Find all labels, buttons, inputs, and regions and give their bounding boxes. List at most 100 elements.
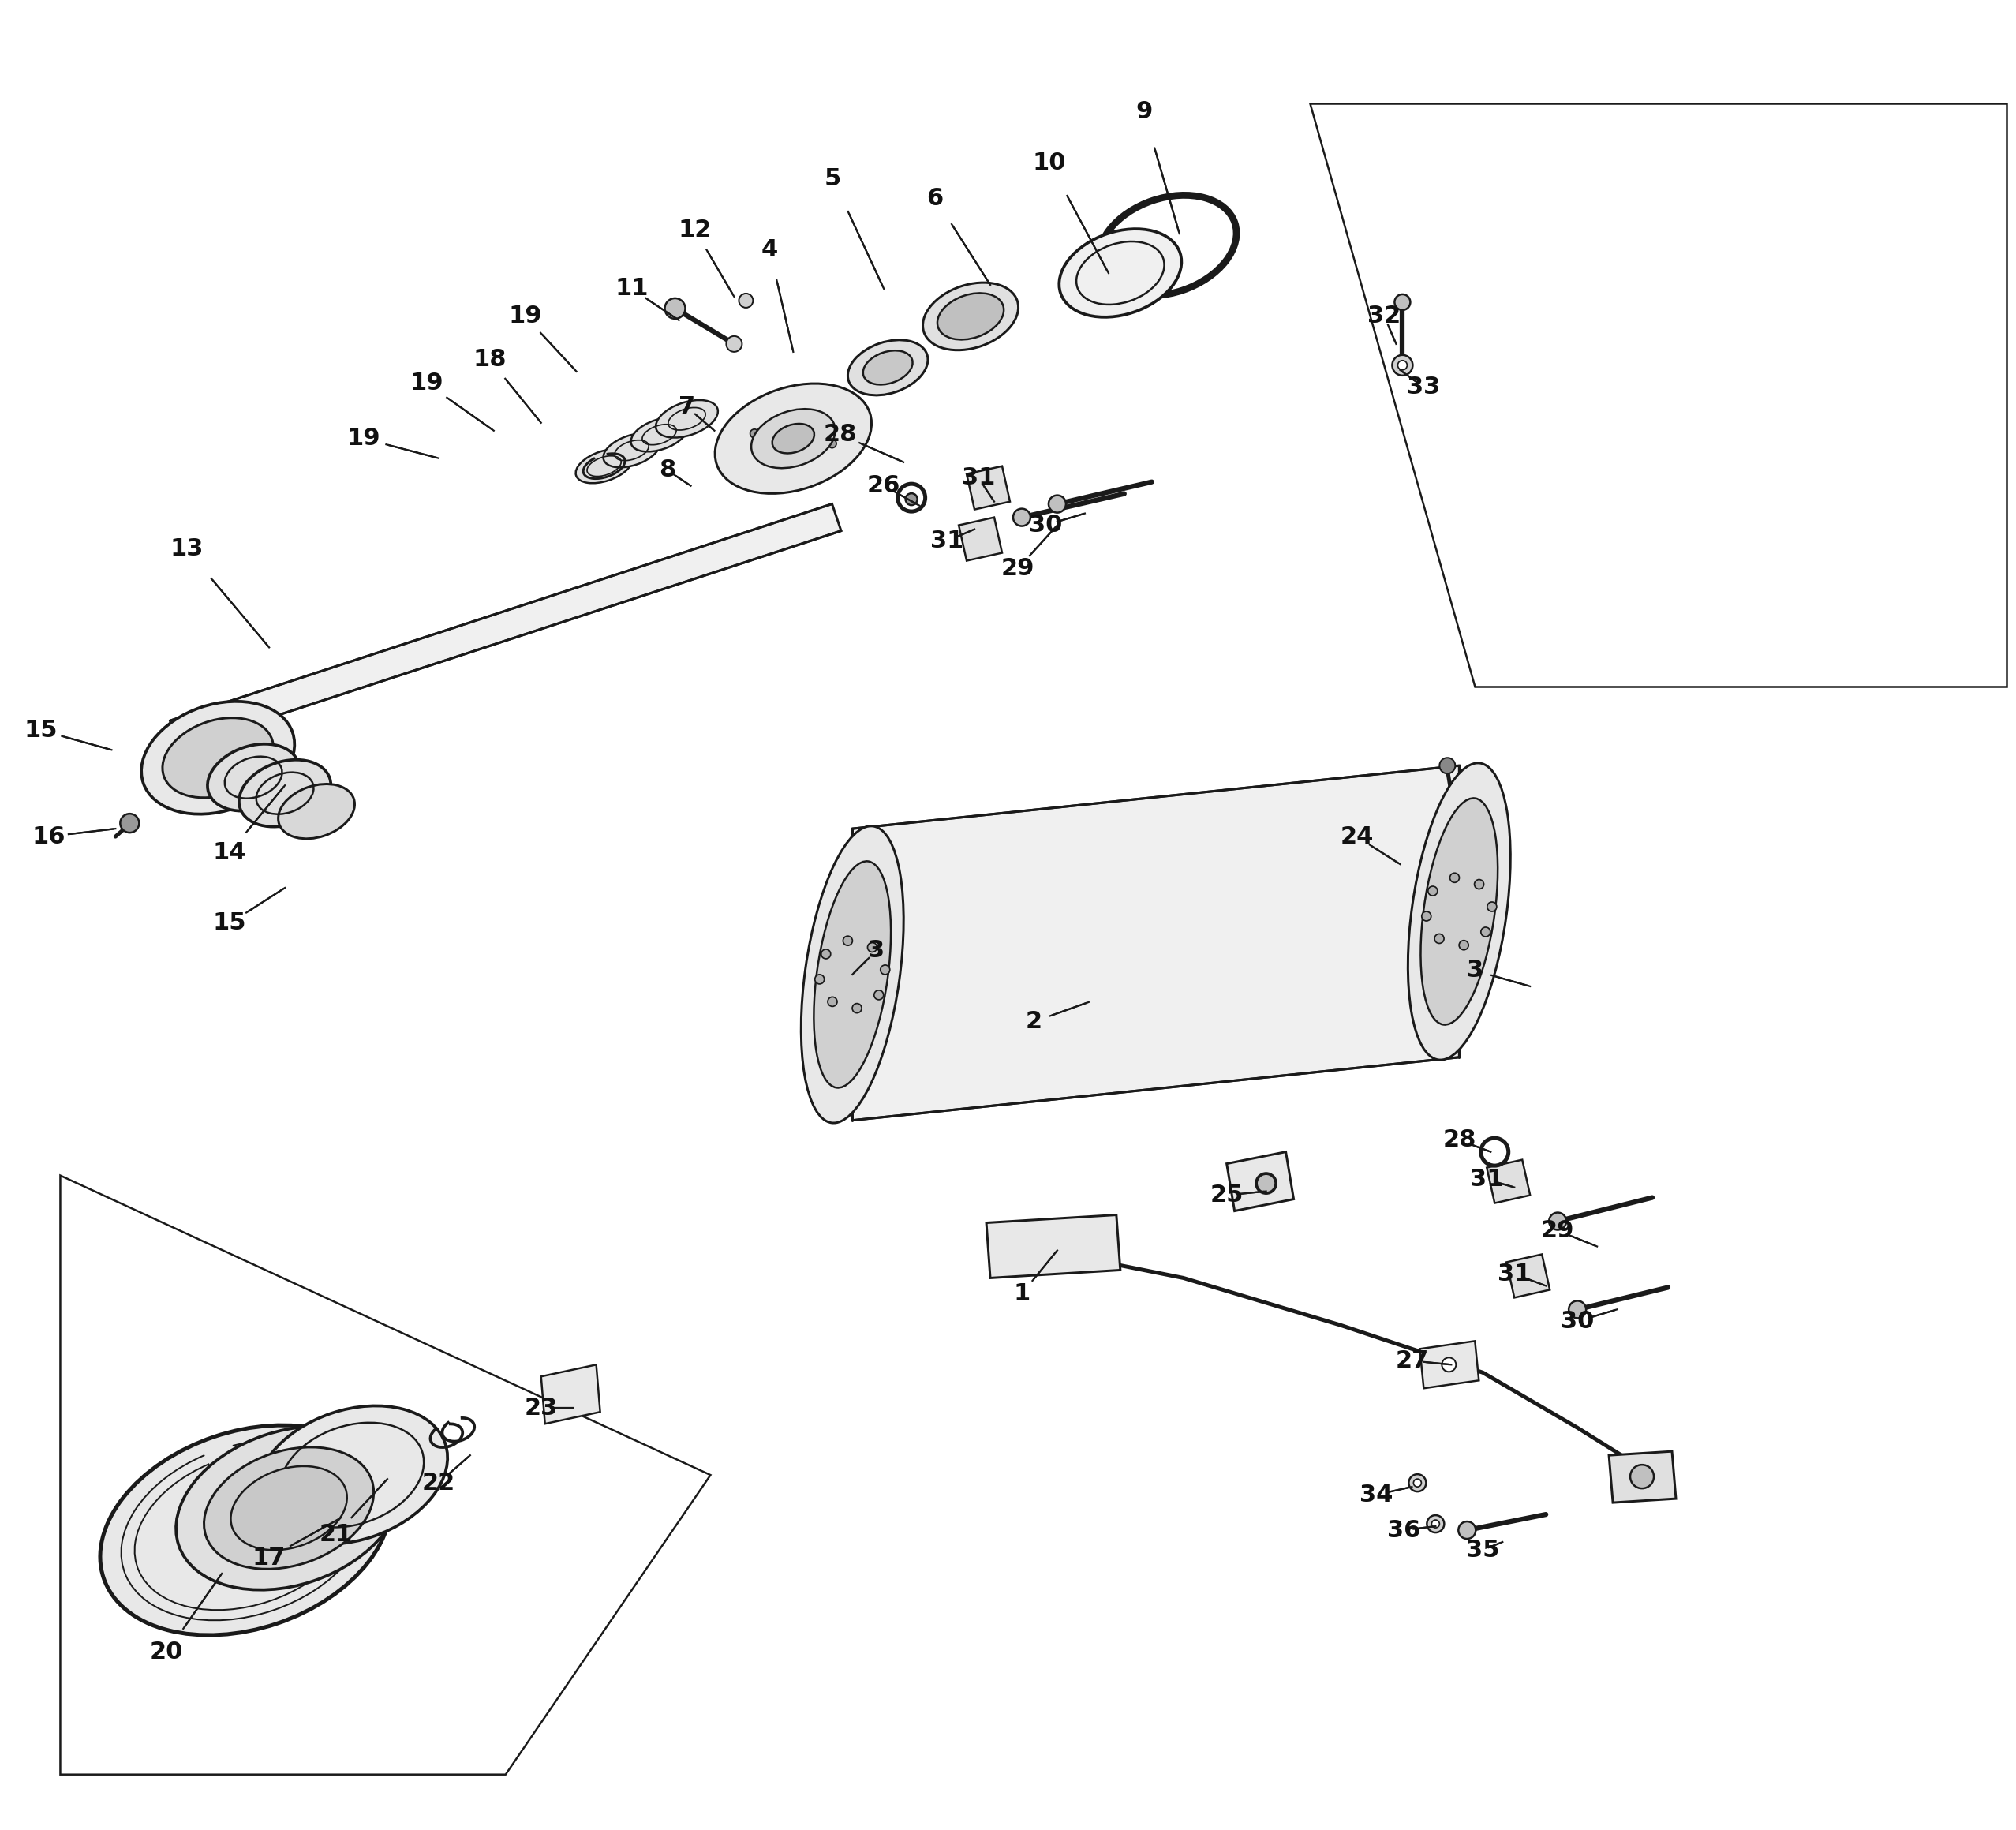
Text: 29: 29 xyxy=(1002,556,1034,580)
Polygon shape xyxy=(540,1365,601,1424)
Ellipse shape xyxy=(1395,295,1411,309)
Ellipse shape xyxy=(1548,1213,1566,1230)
Text: 1: 1 xyxy=(1014,1283,1030,1305)
Text: 3: 3 xyxy=(1466,959,1484,983)
Text: 11: 11 xyxy=(615,278,649,300)
Ellipse shape xyxy=(802,419,810,428)
Ellipse shape xyxy=(1058,229,1181,317)
Text: 23: 23 xyxy=(524,1396,558,1420)
Polygon shape xyxy=(1419,1341,1480,1389)
Text: 15: 15 xyxy=(24,719,56,741)
Ellipse shape xyxy=(814,975,825,985)
Ellipse shape xyxy=(752,441,760,450)
Ellipse shape xyxy=(770,421,780,428)
Ellipse shape xyxy=(923,282,1018,350)
Ellipse shape xyxy=(829,439,837,448)
Ellipse shape xyxy=(1488,902,1496,911)
Text: 30: 30 xyxy=(1028,514,1062,536)
Ellipse shape xyxy=(776,448,784,458)
Ellipse shape xyxy=(1427,886,1437,895)
Ellipse shape xyxy=(1421,911,1431,920)
Text: 26: 26 xyxy=(867,474,901,498)
Text: 9: 9 xyxy=(1135,101,1153,123)
Ellipse shape xyxy=(814,862,891,1087)
Ellipse shape xyxy=(800,825,903,1124)
Ellipse shape xyxy=(240,759,331,827)
Ellipse shape xyxy=(875,990,883,999)
Polygon shape xyxy=(1609,1451,1675,1502)
Ellipse shape xyxy=(1431,1521,1439,1528)
Ellipse shape xyxy=(208,745,298,811)
Ellipse shape xyxy=(204,1448,373,1568)
Text: 31: 31 xyxy=(962,467,996,489)
Text: 3: 3 xyxy=(867,939,885,963)
Text: 33: 33 xyxy=(1407,375,1439,399)
Ellipse shape xyxy=(175,1426,401,1590)
Ellipse shape xyxy=(740,293,754,307)
Ellipse shape xyxy=(163,717,274,798)
Text: 36: 36 xyxy=(1387,1519,1421,1541)
Polygon shape xyxy=(60,1175,710,1775)
Ellipse shape xyxy=(1631,1464,1653,1488)
Ellipse shape xyxy=(726,337,742,351)
Text: 19: 19 xyxy=(347,426,381,450)
Text: 4: 4 xyxy=(762,238,778,262)
Polygon shape xyxy=(169,503,841,747)
Ellipse shape xyxy=(101,1426,391,1634)
Ellipse shape xyxy=(256,1405,448,1545)
Ellipse shape xyxy=(905,494,917,505)
Text: 35: 35 xyxy=(1466,1539,1500,1561)
Ellipse shape xyxy=(1427,1515,1443,1532)
Ellipse shape xyxy=(1441,1358,1456,1372)
Ellipse shape xyxy=(577,448,633,483)
Text: 31: 31 xyxy=(1470,1168,1504,1191)
Polygon shape xyxy=(853,765,1460,1120)
Ellipse shape xyxy=(121,814,139,833)
Text: 21: 21 xyxy=(319,1523,353,1546)
Text: 17: 17 xyxy=(252,1546,286,1568)
Ellipse shape xyxy=(1474,880,1484,889)
Ellipse shape xyxy=(843,937,853,946)
Ellipse shape xyxy=(665,298,685,318)
Ellipse shape xyxy=(829,997,837,1006)
Text: 5: 5 xyxy=(825,167,841,190)
Text: 16: 16 xyxy=(32,825,65,847)
Polygon shape xyxy=(1506,1254,1550,1297)
Ellipse shape xyxy=(1413,1479,1421,1486)
Ellipse shape xyxy=(716,384,871,494)
Ellipse shape xyxy=(1397,361,1407,370)
Text: 13: 13 xyxy=(169,538,204,560)
Ellipse shape xyxy=(867,942,877,952)
Text: 31: 31 xyxy=(1498,1263,1530,1285)
Polygon shape xyxy=(1310,104,2006,686)
Ellipse shape xyxy=(230,1466,347,1550)
Text: 8: 8 xyxy=(659,459,675,481)
Ellipse shape xyxy=(750,430,758,437)
Text: 30: 30 xyxy=(1560,1310,1595,1332)
Ellipse shape xyxy=(1568,1301,1587,1318)
Ellipse shape xyxy=(821,950,831,959)
Ellipse shape xyxy=(772,425,814,454)
Ellipse shape xyxy=(1407,763,1510,1060)
Polygon shape xyxy=(960,518,1002,560)
Text: 27: 27 xyxy=(1395,1349,1429,1372)
Text: 19: 19 xyxy=(508,306,542,328)
Text: 22: 22 xyxy=(421,1471,456,1495)
Ellipse shape xyxy=(1409,1475,1425,1491)
Ellipse shape xyxy=(937,293,1004,340)
Text: 24: 24 xyxy=(1341,825,1373,847)
Text: 20: 20 xyxy=(149,1642,183,1663)
Text: 10: 10 xyxy=(1032,152,1066,174)
Polygon shape xyxy=(1226,1151,1294,1211)
Text: 14: 14 xyxy=(214,842,246,864)
Polygon shape xyxy=(1486,1160,1530,1202)
Ellipse shape xyxy=(1014,509,1030,525)
Ellipse shape xyxy=(806,448,816,458)
Text: 29: 29 xyxy=(1540,1219,1574,1243)
Ellipse shape xyxy=(1450,873,1460,882)
Ellipse shape xyxy=(278,783,355,838)
Text: 19: 19 xyxy=(409,371,444,395)
Text: 25: 25 xyxy=(1210,1184,1244,1206)
Text: 2: 2 xyxy=(1026,1010,1042,1034)
Ellipse shape xyxy=(1435,933,1443,944)
